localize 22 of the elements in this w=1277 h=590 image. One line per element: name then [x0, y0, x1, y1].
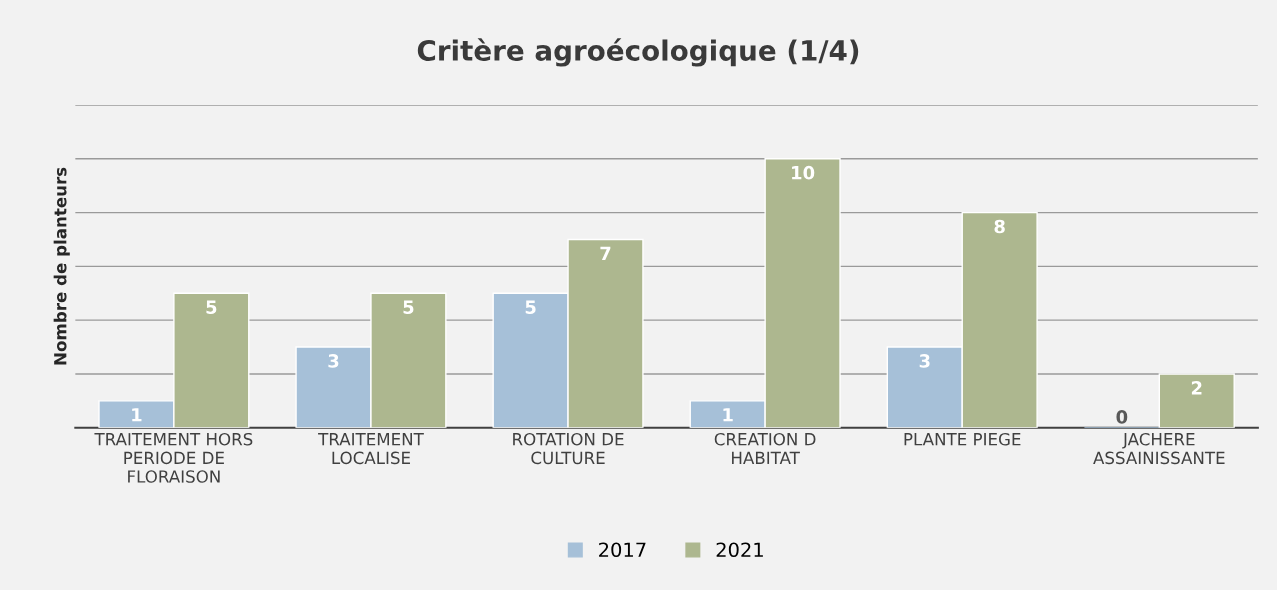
x-tick-label: TRAITEMENT LOCALISE	[318, 433, 424, 465]
data-label: 5	[403, 300, 414, 314]
chart-title: Critère agroécologique (1/4)	[417, 38, 859, 67]
x-tick-label: TRAITEMENT HORS PERIODE DE FLORAISON	[94, 432, 253, 483]
x-tick-label: JACHERE ASSAINISSANTE	[1093, 432, 1225, 465]
data-label: 0	[1116, 410, 1128, 424]
legend-label: 2017	[599, 542, 646, 558]
data-label: 8	[994, 219, 1005, 234]
data-label: 2	[1191, 381, 1202, 395]
data-label: 1	[723, 408, 733, 422]
data-label: 5	[206, 300, 217, 314]
legend-label: 2021	[716, 542, 763, 558]
data-label: 1	[132, 408, 142, 422]
data-label: 3	[328, 354, 339, 368]
data-label: 10	[792, 165, 815, 180]
data-label: 5	[525, 300, 536, 314]
data-label: 3	[919, 354, 930, 368]
x-tick-label: PLANTE PIEGE	[904, 432, 1021, 446]
x-tick-label: ROTATION DE CULTURE	[513, 432, 624, 465]
data-label: 7	[600, 246, 611, 260]
y-axis-title: Nombre de planteurs	[53, 167, 70, 365]
x-tick-label: CREATION D HABITAT	[714, 432, 816, 464]
